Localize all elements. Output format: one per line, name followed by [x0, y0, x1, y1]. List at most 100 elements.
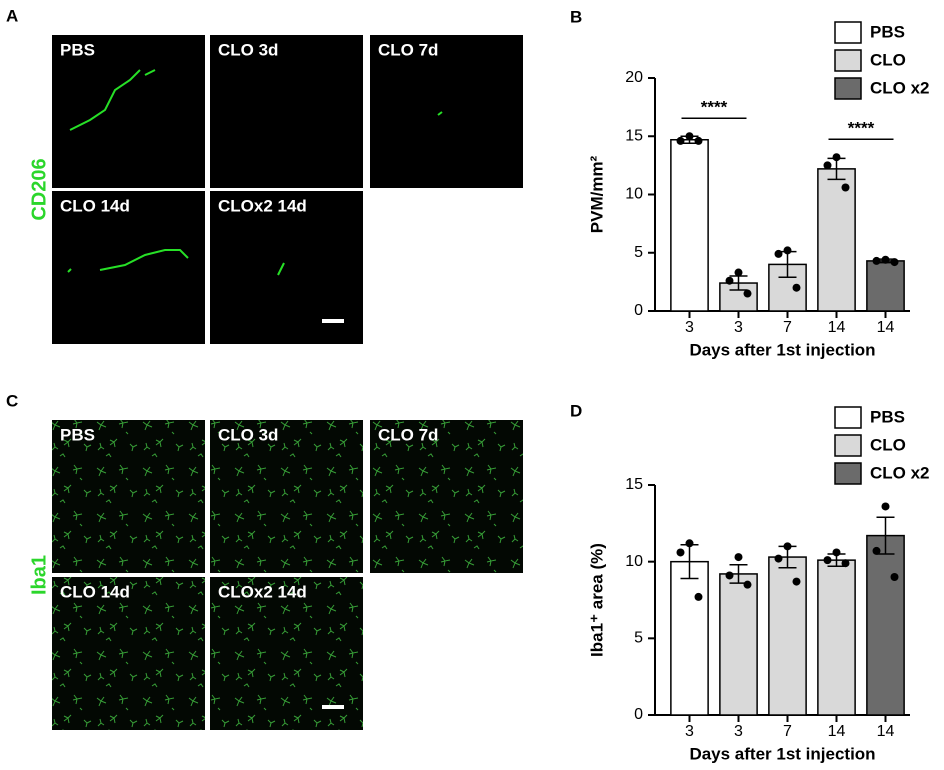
scale-bar — [322, 705, 344, 709]
panel-label: B — [570, 7, 582, 26]
y-tick-label: 10 — [625, 186, 643, 203]
bar — [719, 573, 758, 716]
legend-label: PBS — [870, 407, 905, 426]
micrograph — [52, 191, 205, 344]
data-point — [872, 546, 881, 555]
data-point — [783, 542, 792, 551]
micrograph — [210, 420, 363, 573]
micrograph — [370, 420, 523, 573]
y-tick-label: 5 — [634, 630, 643, 647]
data-point — [734, 553, 743, 562]
data-point — [792, 577, 801, 586]
data-point — [890, 258, 899, 267]
image-label: CLOx2 14d — [218, 196, 307, 215]
micrograph — [210, 35, 363, 188]
data-point — [685, 132, 694, 141]
legend-label: CLO x2 — [870, 78, 930, 97]
stain-label: Iba1 — [28, 555, 50, 595]
data-point — [694, 592, 703, 601]
image-label: CLOx2 14d — [218, 582, 307, 601]
x-tick-label: 3 — [685, 319, 694, 336]
x-tick-label: 14 — [877, 723, 895, 740]
x-tick-label: 7 — [783, 319, 792, 336]
y-tick-label: 0 — [634, 706, 643, 723]
data-point — [881, 255, 890, 264]
cell-signal — [437, 111, 443, 116]
bar — [768, 556, 807, 716]
significance-label: **** — [701, 98, 728, 117]
y-tick-label: 20 — [625, 69, 643, 86]
data-point — [841, 559, 850, 568]
data-point — [676, 136, 685, 145]
micrograph-panel: A CD206 PBS CLO 3d CLO 7d CLO 14d CLOx2 14d — [6, 6, 523, 344]
y-axis-label: Iba1⁺ area (%) — [587, 543, 606, 657]
significance-label: **** — [848, 119, 875, 138]
data-point — [890, 573, 899, 581]
data-point — [872, 256, 881, 265]
micrograph — [52, 420, 205, 573]
data-point — [881, 502, 890, 511]
image-label: CLO 7d — [378, 425, 438, 444]
panel-label: A — [6, 6, 18, 25]
x-tick-label: 3 — [685, 723, 694, 740]
bar — [817, 559, 856, 716]
x-tick-label: 14 — [828, 723, 846, 740]
micrograph — [370, 35, 523, 188]
data-point — [783, 246, 792, 255]
data-point — [734, 268, 743, 277]
legend-swatch — [834, 49, 862, 72]
error-bar — [876, 516, 895, 555]
x-tick-label: 3 — [734, 319, 743, 336]
data-point — [725, 276, 734, 285]
cell-signal — [67, 249, 189, 273]
x-tick-label: 14 — [877, 319, 895, 336]
data-point — [685, 539, 694, 548]
charts: B 0 5 10 15 20 PVM/mm² Days after 1st injection… — [570, 7, 930, 763]
image-label: CLO 3d — [218, 40, 278, 59]
data-point — [743, 289, 752, 298]
legend-label: PBS — [870, 22, 905, 41]
bar — [817, 168, 856, 312]
micrograph — [210, 191, 363, 344]
data-point — [743, 580, 752, 589]
data-point — [823, 556, 832, 565]
bar — [866, 260, 905, 312]
bar — [670, 560, 709, 716]
micrograph — [52, 577, 205, 730]
y-tick-label: 0 — [634, 302, 643, 319]
data-point — [676, 548, 685, 557]
legend-label: CLO — [870, 435, 906, 454]
micrograph — [52, 35, 205, 188]
data-point — [823, 161, 832, 170]
image-label: CLO 7d — [378, 40, 438, 59]
data-point — [841, 183, 850, 192]
legend-swatch — [834, 406, 862, 429]
data-point — [832, 153, 841, 162]
y-tick-label: 15 — [625, 476, 643, 493]
image-label: PBS — [60, 425, 95, 444]
x-axis-label: Days after 1st injection — [689, 340, 875, 359]
legend-swatch — [834, 21, 862, 44]
legend-swatch — [834, 77, 862, 100]
data-point — [832, 548, 841, 557]
data-point — [792, 283, 801, 292]
cell-signal — [277, 262, 285, 276]
bar — [670, 138, 709, 312]
y-tick-label: 10 — [625, 553, 643, 570]
data-point — [694, 136, 703, 145]
image-label: CLO 3d — [218, 425, 278, 444]
legend-swatch — [834, 434, 862, 457]
data-point — [774, 554, 783, 563]
data-point — [725, 571, 734, 580]
scale-bar — [322, 319, 344, 323]
cell-signal — [69, 69, 156, 131]
y-tick-label: 15 — [625, 127, 643, 144]
y-axis-label: PVM/mm² — [587, 155, 606, 233]
y-tick-label: 5 — [634, 244, 643, 261]
legend-label: CLO x2 — [870, 463, 930, 482]
data-point — [774, 249, 783, 258]
bar — [866, 534, 905, 716]
image-label: PBS — [60, 40, 95, 59]
x-tick-label: 14 — [828, 319, 846, 336]
